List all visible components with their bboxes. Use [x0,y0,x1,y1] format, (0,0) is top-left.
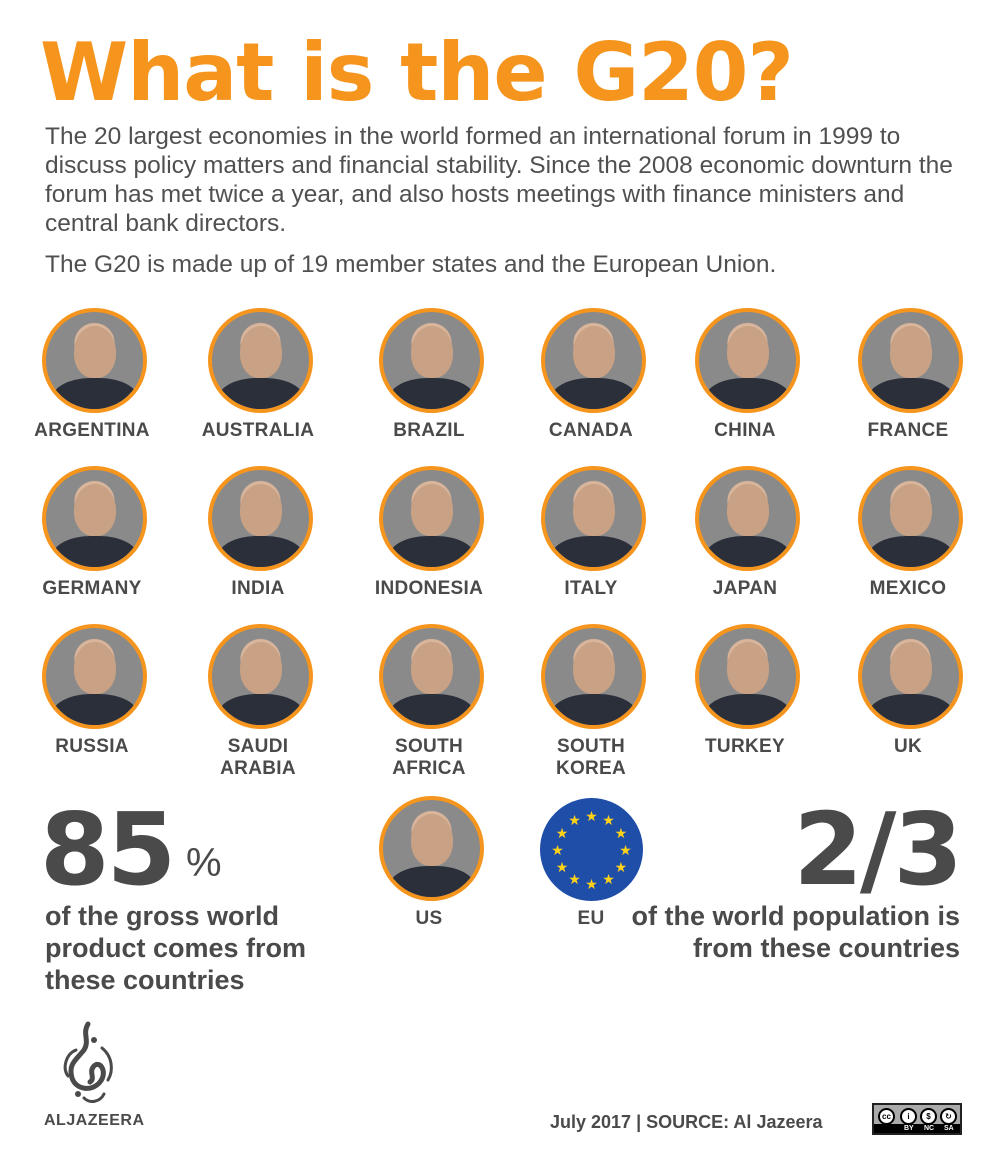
leader-portrait [858,624,963,729]
member-label: SOUTH KOREA [555,736,627,779]
member-label: MEXICO [869,578,947,599]
eu-star-icon: ★ [614,858,628,875]
eu-star-icon: ★ [602,812,615,829]
eu-star-icon: ★ [602,870,615,887]
eu-flag-icon: ★ ★ ★ ★ ★ ★ ★ ★ ★ ★ ★ ★ [540,798,643,901]
leader-portrait [379,466,484,571]
intro-paragraph: The 20 largest economies in the world fo… [45,123,953,237]
leader-portrait [208,466,313,571]
eu-star-icon: ★ [585,807,598,824]
leader-portrait [208,624,313,729]
license-tag: SA [944,1125,954,1132]
population-share-text: of the world population is from these co… [631,901,960,963]
gdp-share-number: 85 [40,791,176,908]
leader-portrait [379,308,484,413]
leader-portrait [42,624,147,729]
leader-portrait [695,466,800,571]
aljazeera-logo: ALJAZEERA [40,1020,144,1135]
leader-portrait [379,796,484,901]
cc-icon: cc [878,1108,895,1125]
member-label: RUSSIA [55,736,129,757]
eu-star-icon: ★ [619,841,632,858]
nc-icon: $ [920,1108,937,1125]
member-label: TURKEY [705,736,785,757]
eu-star-icon: ★ [555,824,569,841]
leader-portrait [42,308,147,413]
member-eu: EU [511,796,671,936]
license-tag: BY [904,1125,914,1132]
member-label: JAPAN [712,578,778,599]
page-title: What is the G20? [40,26,794,119]
eu-star-icon: ★ [614,824,628,841]
eu-star-icon: ★ [568,812,581,829]
leader-portrait [42,466,147,571]
membership-note: The G20 is made up of 19 member states a… [45,251,777,278]
gdp-share-unit: % [186,841,222,885]
member-label: UK [893,736,923,757]
member-label: INDIA [231,578,285,599]
aljazeera-mark-icon [63,1021,113,1103]
leader-portrait [695,308,800,413]
member-label: GERMANY [42,578,142,599]
member-label: FRANCE [867,420,949,441]
member-label: CHINA [714,420,776,441]
license-tag: NC [924,1125,935,1132]
logo-wordmark: ALJAZEERA [44,1112,145,1129]
by-icon: i [900,1108,917,1125]
cc-license-badge: cc i $ ↻ BY NC SA [872,1103,962,1135]
member-label: BRAZIL [393,420,465,441]
member-label: CANADA [548,420,634,441]
leader-portrait [379,624,484,729]
member-label: SAUDI ARABIA [220,736,296,779]
member-label: ITALY [564,578,618,599]
leader-portrait [695,624,800,729]
member-label: INDONESIA [374,578,484,599]
member-label: SOUTH AFRICA [392,736,466,779]
member-label: US [415,908,443,929]
member-label: EU [577,908,605,929]
eu-star-icon: ★ [585,875,598,892]
member-label: AUSTRALIA [201,420,315,441]
source-credit: July 2017 | SOURCE: Al Jazeera [550,1112,823,1132]
leader-portrait [541,308,646,413]
population-share-number: 2/3 [793,791,963,908]
leader-portrait [858,308,963,413]
leader-portrait [541,466,646,571]
eu-star-icon: ★ [568,870,581,887]
leader-portrait [208,308,313,413]
member-label: ARGENTINA [34,420,150,441]
eu-star-icon: ★ [551,841,564,858]
sa-icon: ↻ [940,1108,957,1125]
eu-star-icon: ★ [555,858,569,875]
gdp-share-text: of the gross world product comes from th… [45,901,307,995]
leader-portrait [541,624,646,729]
leader-portrait [858,466,963,571]
